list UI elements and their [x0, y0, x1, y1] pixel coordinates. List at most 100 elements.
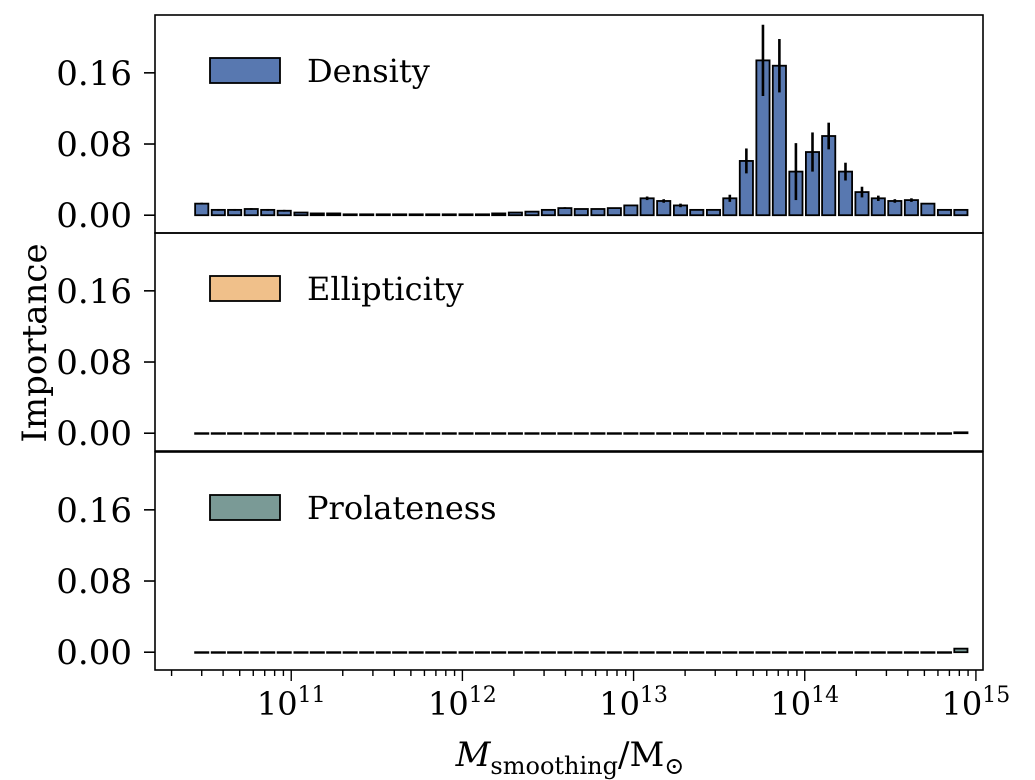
bar-prolateness [425, 651, 441, 654]
x-tick-base: 10 [599, 685, 640, 723]
y-tick-label: 0.16 [56, 491, 132, 531]
bar-prolateness [326, 651, 342, 654]
y-tick-label: 0.08 [56, 562, 132, 602]
bar-prolateness [705, 651, 721, 654]
bar-prolateness [870, 651, 886, 654]
bar-prolateness [260, 651, 276, 654]
bar-density [656, 200, 672, 217]
x-tick-exponent: 11 [298, 683, 326, 708]
y-tick-label: 0.00 [56, 414, 132, 454]
bar-ellipticity [441, 432, 457, 435]
bar-ellipticity [458, 432, 474, 435]
panel-density: 0.00 0.08 0.16 Density [56, 14, 984, 236]
bar-ellipticity [194, 432, 210, 435]
panel-frame [154, 232, 984, 452]
x-tick-exponent: 14 [811, 683, 839, 708]
bar-density [606, 207, 622, 217]
bar-prolateness [623, 651, 639, 654]
bar-ellipticity [673, 432, 689, 435]
bar-density [903, 199, 919, 217]
x-tick-label: 1013 [599, 683, 668, 723]
bar-ellipticity [309, 432, 325, 435]
bar-prolateness [573, 651, 589, 654]
bar-ellipticity [507, 432, 523, 435]
bar-prolateness [474, 651, 490, 654]
bar-prolateness [243, 651, 259, 654]
panel-frame [154, 451, 984, 671]
bar-prolateness [771, 651, 787, 654]
y-tick-label: 0.16 [56, 54, 132, 94]
panel-ellipticity: 0.00 0.08 0.16 Ellipticity [56, 232, 984, 454]
bar-ellipticity [870, 432, 886, 435]
x-tick-base: 10 [942, 685, 983, 723]
bar-density [689, 208, 705, 217]
bar-prolateness [837, 651, 853, 654]
legend-swatch-density [209, 57, 281, 84]
legend-swatch-prolateness [209, 494, 281, 521]
bar-ellipticity [788, 432, 804, 435]
bar-prolateness [821, 651, 837, 654]
bar-ellipticity [540, 432, 556, 435]
x-tick-exponent: 15 [982, 683, 1010, 708]
bar-prolateness [722, 651, 738, 654]
bar-prolateness [887, 651, 903, 654]
y-tick-label: 0.08 [56, 125, 132, 165]
x-tick-exponent: 13 [640, 683, 668, 708]
bar-prolateness [656, 651, 672, 654]
bar-density [920, 202, 936, 217]
bar-ellipticity [557, 432, 573, 435]
bar-prolateness [491, 651, 507, 654]
legend-label-density: Density [307, 52, 430, 90]
bar-ellipticity [260, 432, 276, 435]
bar-ellipticity [243, 432, 259, 435]
x-tick-label: 1011 [257, 683, 326, 723]
bar-density [392, 213, 408, 217]
bar-ellipticity [771, 432, 787, 435]
bar-prolateness [557, 651, 573, 654]
bar-prolateness [788, 651, 804, 654]
bar-density [623, 204, 639, 217]
bar-ellipticity [210, 432, 226, 435]
y-tick-label: 0.00 [56, 633, 132, 673]
bar-density [375, 213, 391, 217]
bar-prolateness [309, 651, 325, 654]
bar-density [194, 202, 210, 217]
bar-ellipticity [936, 432, 952, 435]
bar-ellipticity [623, 432, 639, 435]
bar-ellipticity [903, 432, 919, 435]
bar-prolateness [210, 651, 226, 654]
bar-ellipticity [854, 432, 870, 435]
x-tick-exponent: 12 [469, 683, 497, 708]
bar-prolateness [194, 651, 210, 654]
bar-ellipticity [375, 432, 391, 435]
bar-prolateness [673, 651, 689, 654]
bar-ellipticity [920, 432, 936, 435]
bar-density [639, 197, 655, 217]
bar-prolateness [805, 651, 821, 654]
bar-ellipticity [639, 432, 655, 435]
x-tick-label: 1015 [942, 683, 1011, 723]
bar-ellipticity [656, 432, 672, 435]
bar-prolateness [689, 651, 705, 654]
bar-prolateness [227, 651, 243, 654]
bar-density [425, 213, 441, 217]
bar-ellipticity [821, 432, 837, 435]
bar-ellipticity [491, 432, 507, 435]
x-axis-label-rest: /M [618, 735, 664, 775]
bar-density [491, 212, 507, 217]
bar-density [359, 213, 375, 217]
bar-prolateness [507, 651, 523, 654]
bar-ellipticity [953, 431, 969, 435]
bar-ellipticity [837, 432, 853, 435]
legend-label-ellipticity: Ellipticity [307, 270, 464, 308]
bar-ellipticity [705, 432, 721, 435]
x-axis-label-sub: smoothing [490, 752, 618, 780]
bar-ellipticity [524, 432, 540, 435]
bar-prolateness [441, 651, 457, 654]
bar-density [573, 208, 589, 217]
bar-density [590, 208, 606, 217]
y-axis-label: Importance [15, 243, 55, 442]
bar-ellipticity [425, 432, 441, 435]
bar-density [507, 211, 523, 217]
bar-prolateness [342, 651, 358, 654]
